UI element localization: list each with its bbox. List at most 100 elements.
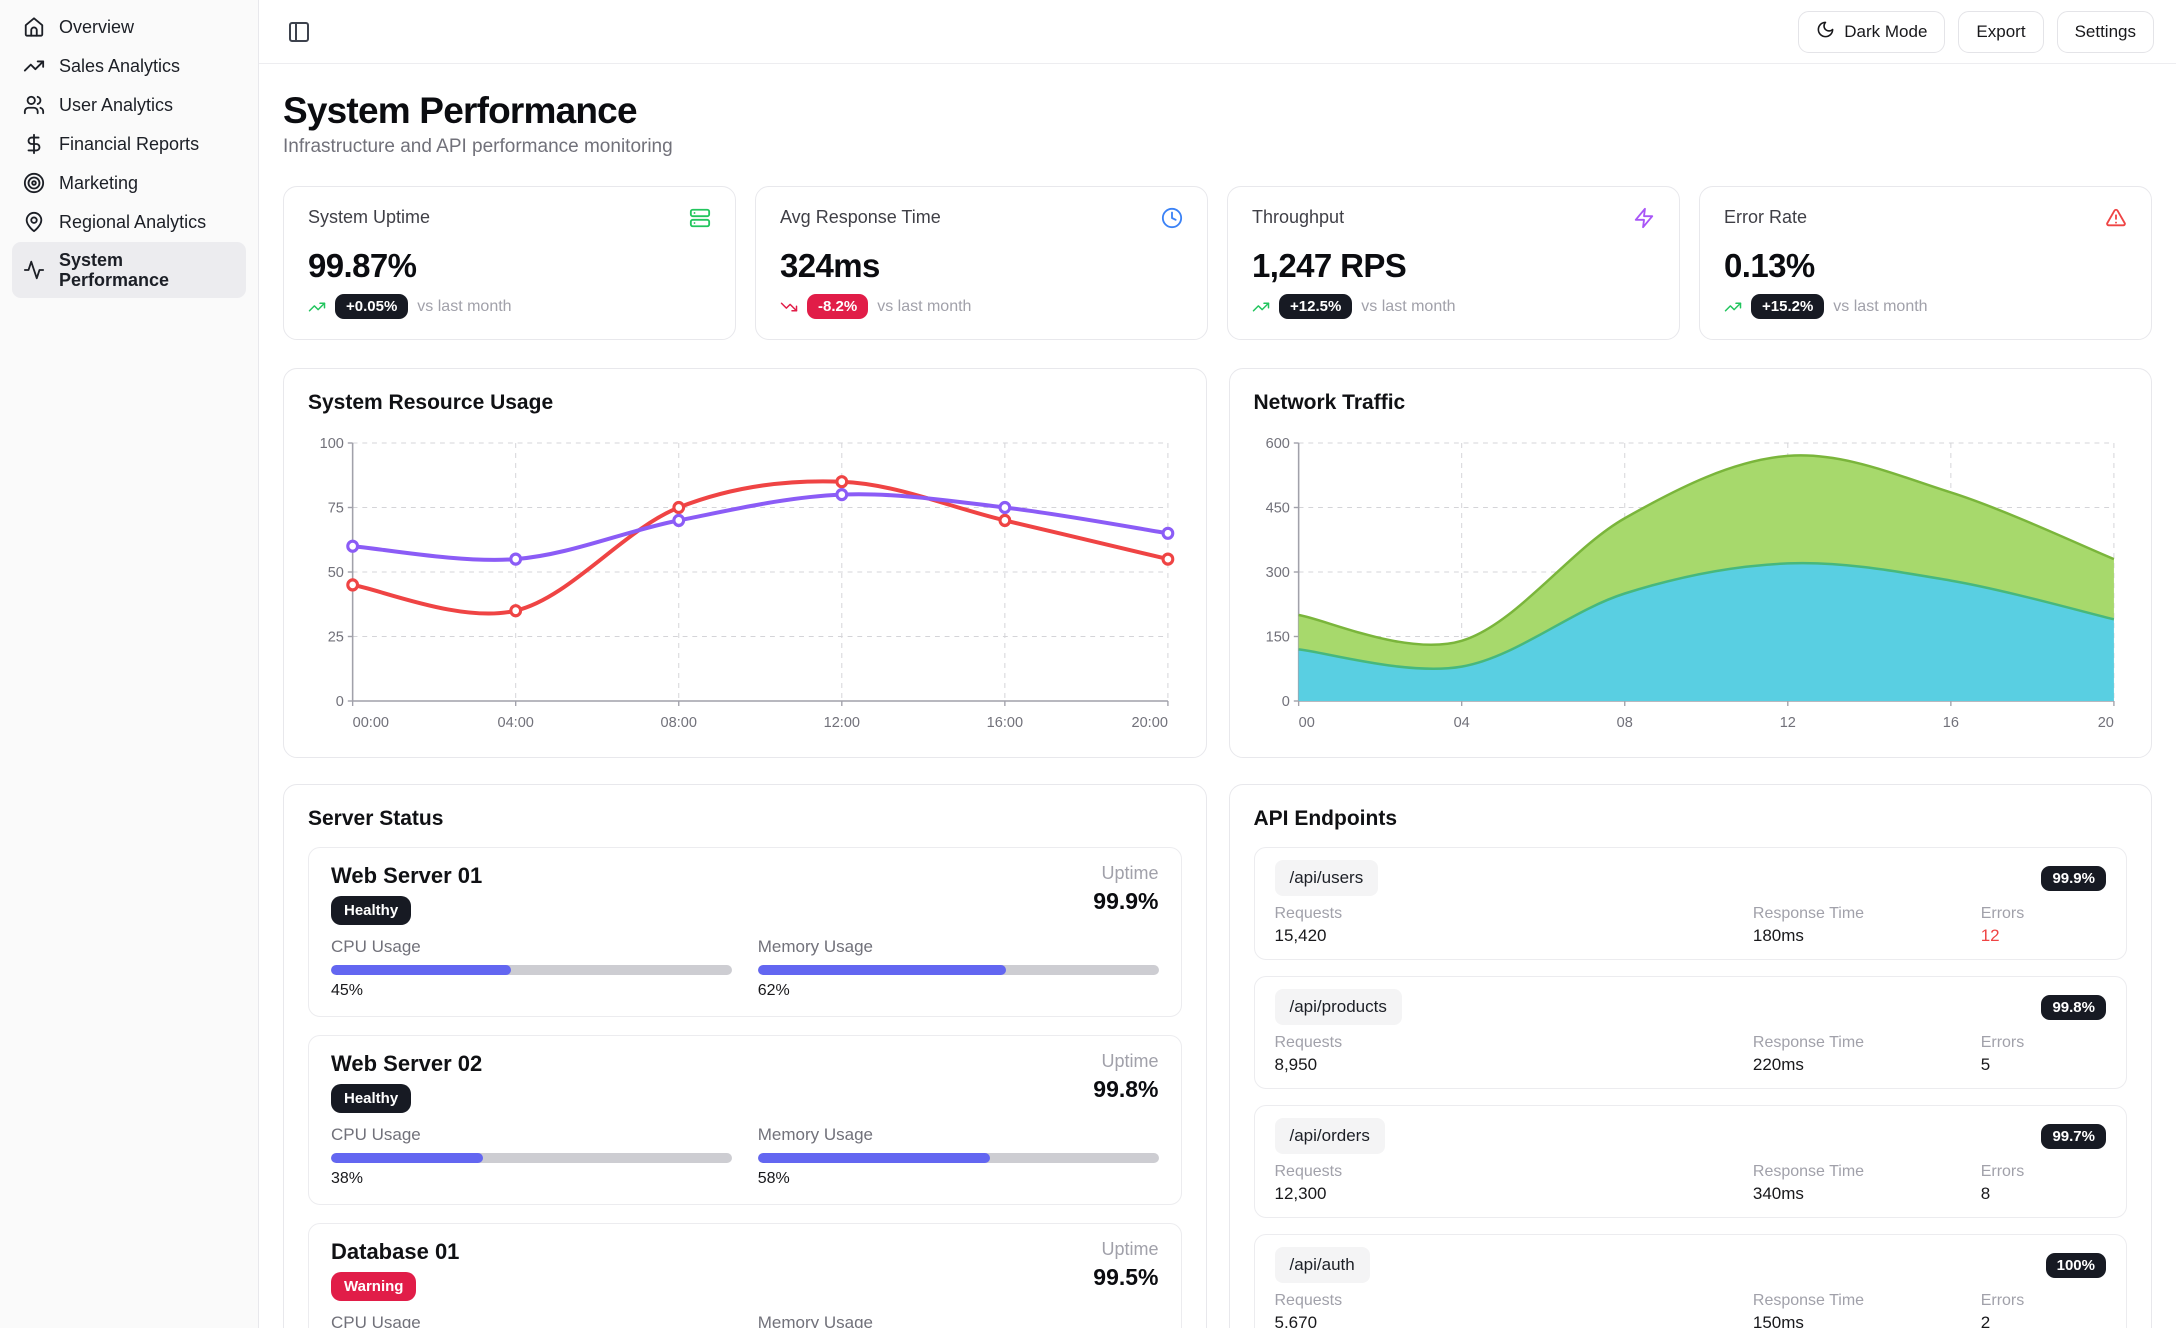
kpi-card-throughput: Throughput 1,247 RPS +12.5% vs last mont…: [1227, 186, 1680, 340]
uptime-label: Uptime: [1101, 1051, 1159, 1071]
svg-text:50: 50: [328, 565, 344, 581]
api-endpoints-panel: API Endpoints /api/users 99.9% Requests …: [1228, 784, 2152, 1328]
errors-value: 2: [1980, 1313, 1991, 1328]
uptime-label: Uptime: [1101, 863, 1159, 883]
content: System Performance Infrastructure and AP…: [259, 64, 2176, 1328]
svg-text:20:00: 20:00: [1132, 715, 1168, 731]
svg-text:16: 16: [1942, 715, 1958, 731]
api-uptime-badge: 100%: [2045, 1252, 2106, 1278]
requests-value: 5,670: [1274, 1313, 1318, 1328]
alert-triangle-icon: [2106, 208, 2126, 227]
api-endpoint-card--api-products: /api/products 99.8% Requests 8,950 Respo…: [1253, 976, 2127, 1089]
sidebar-item-financial-reports[interactable]: Financial Reports: [12, 125, 246, 163]
uptime-value: 99.5%: [1093, 1264, 1159, 1290]
server-name: Database 01: [331, 1239, 460, 1264]
kpi-note: vs last month: [877, 297, 972, 315]
kpi-row: System Uptime 99.87% +0.05% vs last mont…: [283, 186, 2152, 340]
svg-text:75: 75: [328, 500, 344, 516]
trending-up-icon: [308, 302, 326, 311]
cpu-usage-label: CPU Usage: [331, 1313, 421, 1328]
sidebar-item-sales-analytics[interactable]: Sales Analytics: [12, 47, 246, 85]
dark-mode-button[interactable]: Dark Mode: [1798, 10, 1946, 53]
server-icon: [689, 208, 711, 228]
cpu-usage-label: CPU Usage: [331, 937, 421, 956]
response-time-label: Response Time: [1752, 905, 1865, 922]
api-uptime-badge: 99.9%: [2041, 865, 2106, 891]
sidebar-item-system-performance[interactable]: System Performance: [12, 242, 246, 298]
requests-label: Requests: [1274, 905, 1343, 922]
settings-button[interactable]: Settings: [2056, 10, 2154, 53]
api-endpoint-card--api-orders: /api/orders 99.7% Requests 12,300 Respon…: [1253, 1105, 2127, 1218]
sidebar-item-overview[interactable]: Overview: [12, 8, 246, 46]
memory-usage-label: Memory Usage: [757, 1125, 874, 1144]
api-endpoint-card--api-auth: /api/auth 100% Requests 5,670 Response T…: [1253, 1234, 2127, 1328]
svg-text:450: 450: [1265, 500, 1289, 516]
errors-label: Errors: [1980, 1034, 2025, 1051]
api-path-chip: /api/orders: [1274, 1118, 1385, 1154]
errors-value: 8: [1980, 1184, 1991, 1203]
moon-icon: [1817, 21, 1834, 37]
home-icon: [24, 17, 44, 37]
errors-label: Errors: [1980, 1292, 2025, 1309]
memory-usage-value: 58%: [757, 1170, 790, 1187]
memory-usage-label: Memory Usage: [757, 1313, 874, 1328]
topbar: Dark Mode Export Settings: [259, 0, 2176, 64]
bottom-row: Server Status Web Server 01 Healthy Upti…: [283, 784, 2152, 1328]
api-path-chip: /api/auth: [1274, 1247, 1370, 1283]
resource-usage-title: System Resource Usage: [308, 391, 554, 414]
response-time-value: 340ms: [1752, 1184, 1804, 1203]
resource-usage-panel: System Resource Usage 0 25 50 75 100 00:00 04:…: [283, 368, 1207, 758]
export-button[interactable]: Export: [1958, 10, 2044, 53]
sidebar: Overview Sales Analytics User Analytics …: [0, 0, 259, 1328]
svg-text:600: 600: [1265, 436, 1289, 452]
memory-usage-label: Memory Usage: [757, 937, 874, 956]
kpi-change-badge: +0.05%: [335, 294, 409, 319]
errors-value: 12: [1980, 926, 2000, 945]
svg-text:300: 300: [1265, 565, 1289, 581]
svg-text:150: 150: [1265, 629, 1289, 645]
sidebar-item-user-analytics[interactable]: User Analytics: [12, 86, 246, 124]
svg-text:100: 100: [320, 436, 344, 452]
api-endpoint-card--api-users: /api/users 99.9% Requests 15,420 Respons…: [1253, 847, 2127, 960]
server-list: Web Server 01 Healthy Uptime 99.9% CPU U…: [308, 847, 1182, 1328]
api-endpoints-title: API Endpoints: [1253, 807, 1398, 830]
uptime-label: Uptime: [1101, 1239, 1159, 1259]
api-uptime-badge: 99.7%: [2041, 1123, 2106, 1149]
server-name: Web Server 01: [331, 863, 483, 888]
resource-usage-chart: 0 25 50 75 100 00:00 04:00 08:00 12:00 16:00 20:00: [320, 436, 1175, 731]
kpi-value: 1,247 RPS: [1252, 247, 1407, 284]
activity-icon: [23, 260, 45, 280]
network-traffic-chart: 0 150 300 450 600 00 04 08 12 16 20: [1265, 436, 2115, 731]
memory-usage-value: 62%: [757, 982, 790, 999]
sidebar-toggle-button[interactable]: [281, 14, 317, 50]
svg-text:20: 20: [2097, 715, 2113, 731]
response-time-value: 150ms: [1752, 1313, 1804, 1328]
errors-label: Errors: [1980, 905, 2025, 922]
target-icon: [23, 172, 45, 194]
main-area: Dark Mode Export Settings System Perform…: [259, 0, 2176, 1328]
errors-label: Errors: [1980, 1163, 2025, 1180]
response-time-label: Response Time: [1752, 1034, 1865, 1051]
kpi-change-badge: +15.2%: [1751, 294, 1825, 319]
kpi-label: Throughput: [1252, 207, 1345, 227]
trending-up-icon: [23, 60, 45, 72]
sidebar-item-regional-analytics[interactable]: Regional Analytics: [12, 203, 246, 241]
kpi-note: vs last month: [417, 297, 512, 315]
panel-left-icon: [289, 21, 309, 42]
server-status-badge: Healthy: [331, 896, 412, 925]
svg-text:08: 08: [1616, 715, 1632, 731]
response-time-label: Response Time: [1752, 1292, 1865, 1309]
svg-text:12:00: 12:00: [824, 715, 860, 731]
server-status-panel: Server Status Web Server 01 Healthy Upti…: [283, 784, 1207, 1328]
memory-progress-bar: [757, 965, 1159, 975]
api-endpoint-list: /api/users 99.9% Requests 15,420 Respons…: [1253, 847, 2127, 1328]
requests-value: 12,300: [1274, 1184, 1327, 1203]
kpi-label: Avg Response Time: [780, 207, 941, 227]
cpu-progress-bar: [331, 965, 732, 975]
svg-text:25: 25: [328, 629, 344, 645]
sidebar-item-marketing[interactable]: Marketing: [12, 164, 246, 202]
errors-value: 5: [1980, 1055, 1991, 1074]
clock-icon: [1161, 207, 1183, 229]
kpi-value: 0.13%: [1724, 247, 1815, 284]
network-traffic-title: Network Traffic: [1253, 391, 1406, 414]
